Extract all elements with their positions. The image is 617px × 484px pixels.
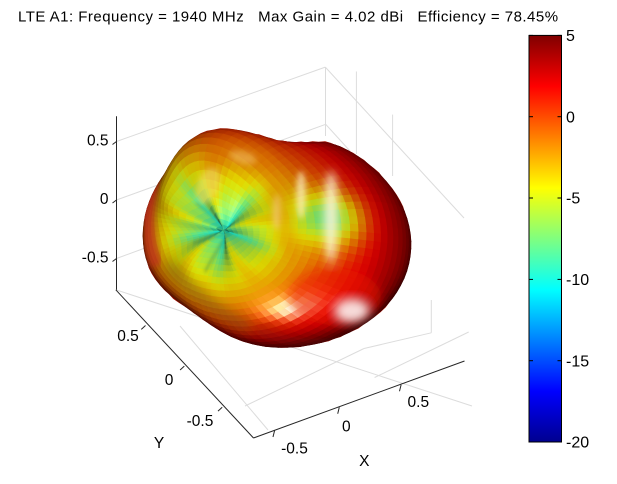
svg-text:0.5: 0.5 <box>117 328 139 345</box>
svg-text:0: 0 <box>566 109 575 126</box>
svg-text:0: 0 <box>165 372 174 389</box>
svg-text:0.5: 0.5 <box>87 133 109 150</box>
svg-text:0: 0 <box>100 191 109 208</box>
svg-text:X: X <box>359 453 370 470</box>
svg-text:-5: -5 <box>566 191 580 208</box>
svg-text:Y: Y <box>154 435 164 452</box>
svg-text:5: 5 <box>566 28 575 45</box>
svg-text:-10: -10 <box>566 272 589 289</box>
svg-text:-0.5: -0.5 <box>187 413 214 430</box>
svg-text:-20: -20 <box>566 435 589 452</box>
svg-text:-0.5: -0.5 <box>281 441 308 458</box>
svg-text:0.5: 0.5 <box>408 394 430 411</box>
svg-text:LTE A1: Frequency = 1940 MHz: LTE A1: Frequency = 1940 MHz Max Gain = … <box>18 9 559 26</box>
svg-text:-0.5: -0.5 <box>82 250 109 267</box>
svg-text:-15: -15 <box>566 353 589 370</box>
svg-text:0: 0 <box>342 419 351 436</box>
